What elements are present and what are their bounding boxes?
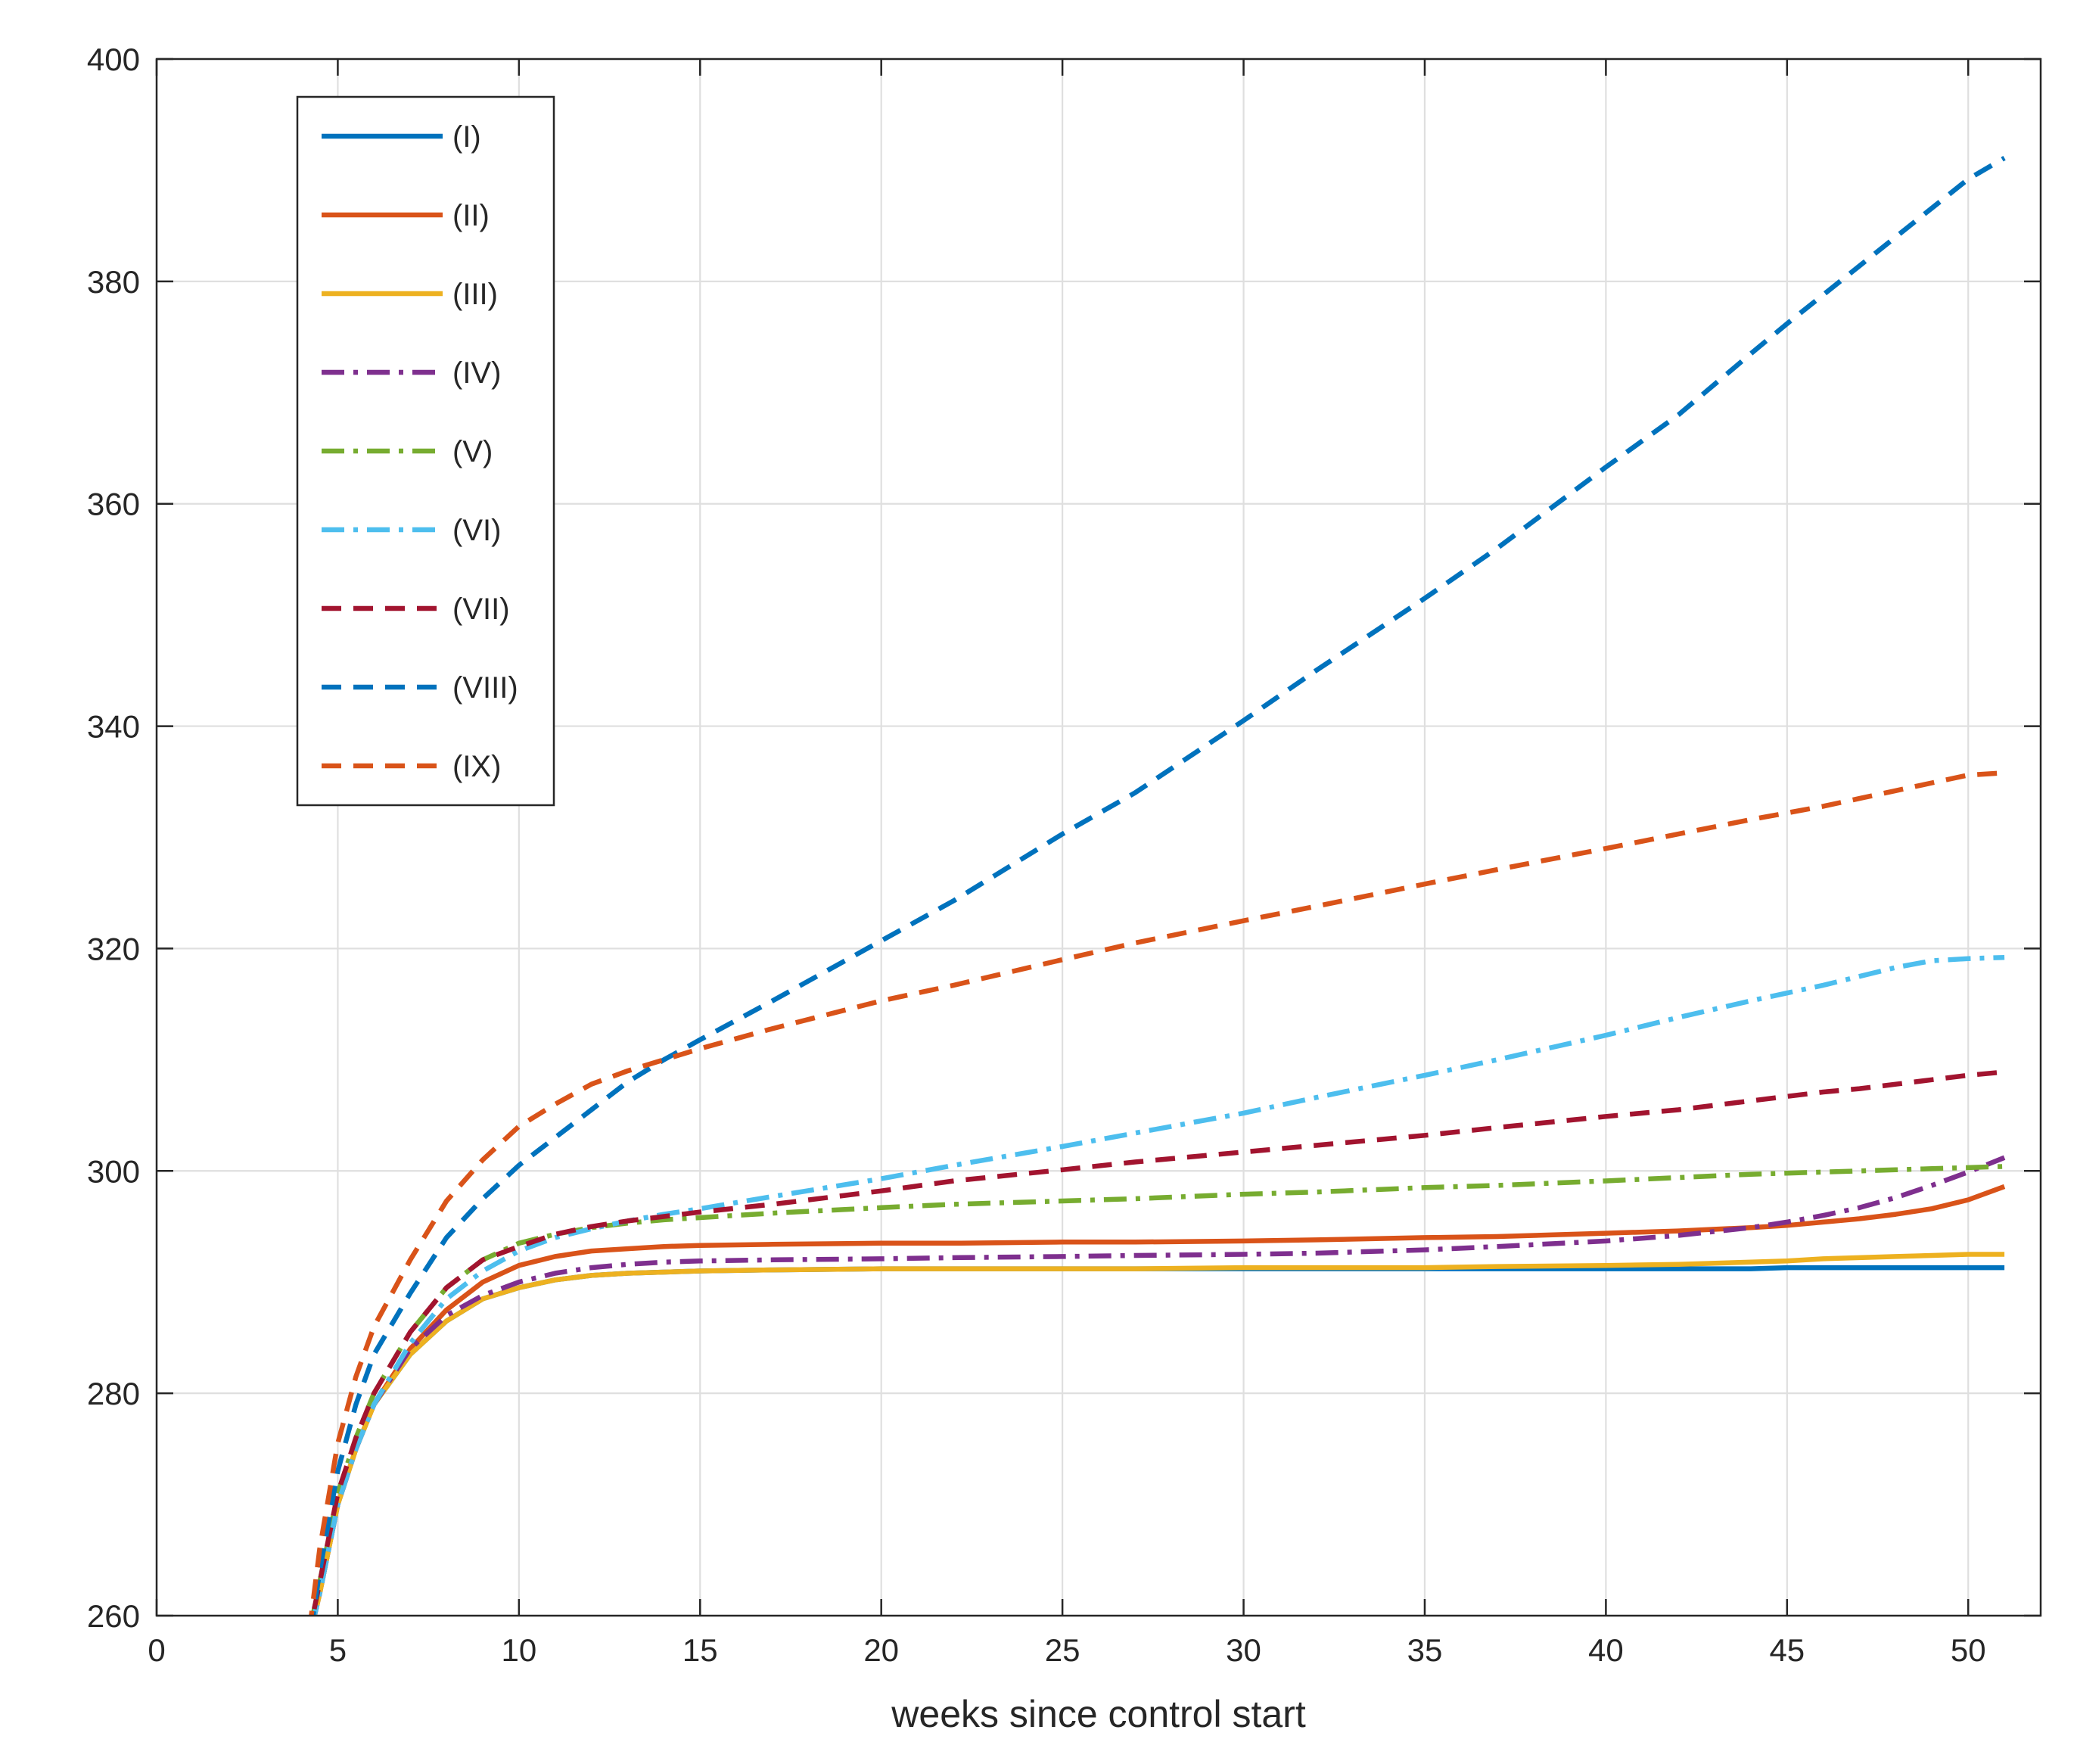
legend-entry-9[interactable]: (IX) <box>322 750 501 783</box>
legend-entry-1[interactable]: (I) <box>322 120 481 154</box>
legend-label: (I) <box>452 120 481 154</box>
y-tick-label: 380 <box>87 264 140 300</box>
x-tick-label: 35 <box>1407 1632 1443 1668</box>
legend[interactable]: (I) (II) (III) (IV) (V) (VI) (VII) (VIII) (IX) <box>296 95 555 807</box>
series-line-4 <box>312 1155 2006 1616</box>
y-tick-label: 300 <box>87 1153 140 1189</box>
x-tick-label: 15 <box>682 1632 718 1668</box>
axes <box>155 58 2042 1617</box>
tick-labels: 0 5 10 15 20 25 30 35 40 45 50 260 280 300 320 340 360 38… <box>87 42 1986 1668</box>
legend-label: (IX) <box>452 750 501 783</box>
y-tick-label: 280 <box>87 1376 140 1411</box>
y-tick-label: 400 <box>87 42 140 77</box>
legend-label: (VI) <box>452 514 501 547</box>
plot-frame <box>155 58 2042 1617</box>
series-line-8 <box>310 155 2006 1616</box>
x-tick-label: 10 <box>501 1632 536 1668</box>
legend-entry-5[interactable]: (V) <box>322 435 493 468</box>
legend-entry-2[interactable]: (II) <box>322 199 490 232</box>
y-tick-label: 340 <box>87 709 140 745</box>
series-line-5 <box>310 1164 2005 1616</box>
x-tick-label: 25 <box>1045 1632 1080 1668</box>
legend-label: (V) <box>452 435 493 468</box>
x-tick-label: 50 <box>1951 1632 1986 1668</box>
x-tick-label: 45 <box>1769 1632 1805 1668</box>
x-tick-label: 0 <box>148 1632 165 1668</box>
legend-entry-6[interactable]: (VI) <box>322 514 501 547</box>
legend-label: (VIII) <box>452 671 518 705</box>
legend-entry-3[interactable]: (III) <box>322 278 498 311</box>
y-tick-label: 320 <box>87 931 140 966</box>
x-axis-label: weeks since control start <box>891 1693 1306 1735</box>
x-tick-label: 30 <box>1226 1632 1261 1668</box>
series-line-2 <box>312 1184 2006 1616</box>
legend-label: (IV) <box>452 356 501 390</box>
series-line-6 <box>312 954 2005 1616</box>
y-tick-label: 360 <box>87 487 140 522</box>
series-line-3 <box>312 1252 2005 1616</box>
legend-label: (II) <box>452 199 490 232</box>
x-tick-label: 5 <box>329 1632 347 1668</box>
legend-entry-7[interactable]: (VII) <box>322 593 510 626</box>
series-lines <box>309 155 2006 1616</box>
grid <box>157 59 2041 1616</box>
legend-entry-8[interactable]: (VIII) <box>322 671 518 705</box>
legend-entry-4[interactable]: (IV) <box>322 356 501 390</box>
legend-label: (VII) <box>452 593 510 626</box>
series-line-9 <box>309 770 2005 1616</box>
y-tick-label: 260 <box>87 1598 140 1634</box>
x-tick-label: 40 <box>1588 1632 1624 1668</box>
legend-label: (III) <box>452 278 498 311</box>
x-tick-label: 20 <box>863 1632 899 1668</box>
